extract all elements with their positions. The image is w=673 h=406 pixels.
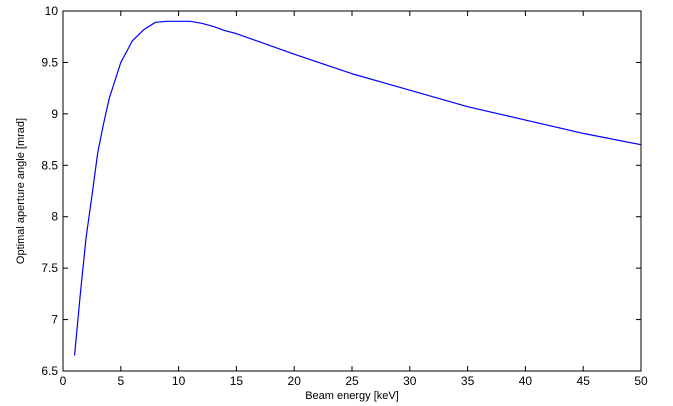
y-tick-label: 6.5: [41, 364, 58, 378]
x-tick-label: 50: [634, 374, 648, 388]
x-tick-label: 40: [519, 374, 533, 388]
y-tick-label: 9: [51, 107, 58, 121]
y-tick-label: 8: [51, 210, 58, 224]
x-tick-label: 10: [172, 374, 186, 388]
plot-area-frame: [62, 10, 642, 372]
x-tick-label: 20: [288, 374, 302, 388]
y-tick-label: 8.5: [41, 158, 58, 172]
x-tick-label: 25: [345, 374, 359, 388]
x-tick-label: 35: [461, 374, 475, 388]
y-axis-label: Optimal aperture angle [mrad]: [15, 118, 27, 264]
x-tick-label: 45: [577, 374, 591, 388]
x-axis-label: Beam energy [keV]: [305, 390, 399, 402]
x-tick-label: 5: [117, 374, 124, 388]
y-tick-label: 10: [45, 4, 59, 18]
x-tick-label: 15: [230, 374, 244, 388]
series-layer: [73, 20, 642, 356]
series-line: [73, 20, 642, 356]
x-tick-label: 30: [403, 374, 417, 388]
y-tick-label: 9.5: [41, 55, 58, 69]
axis-ticks: 0 5 10 15 20 25 30 35 40 45 50 6.5 7 7.5 8 8.5 9 9.5 10: [41, 4, 648, 388]
x-tick-label: 0: [60, 374, 67, 388]
y-tick-label: 7: [51, 313, 58, 327]
y-tick-label: 7.5: [41, 261, 58, 275]
